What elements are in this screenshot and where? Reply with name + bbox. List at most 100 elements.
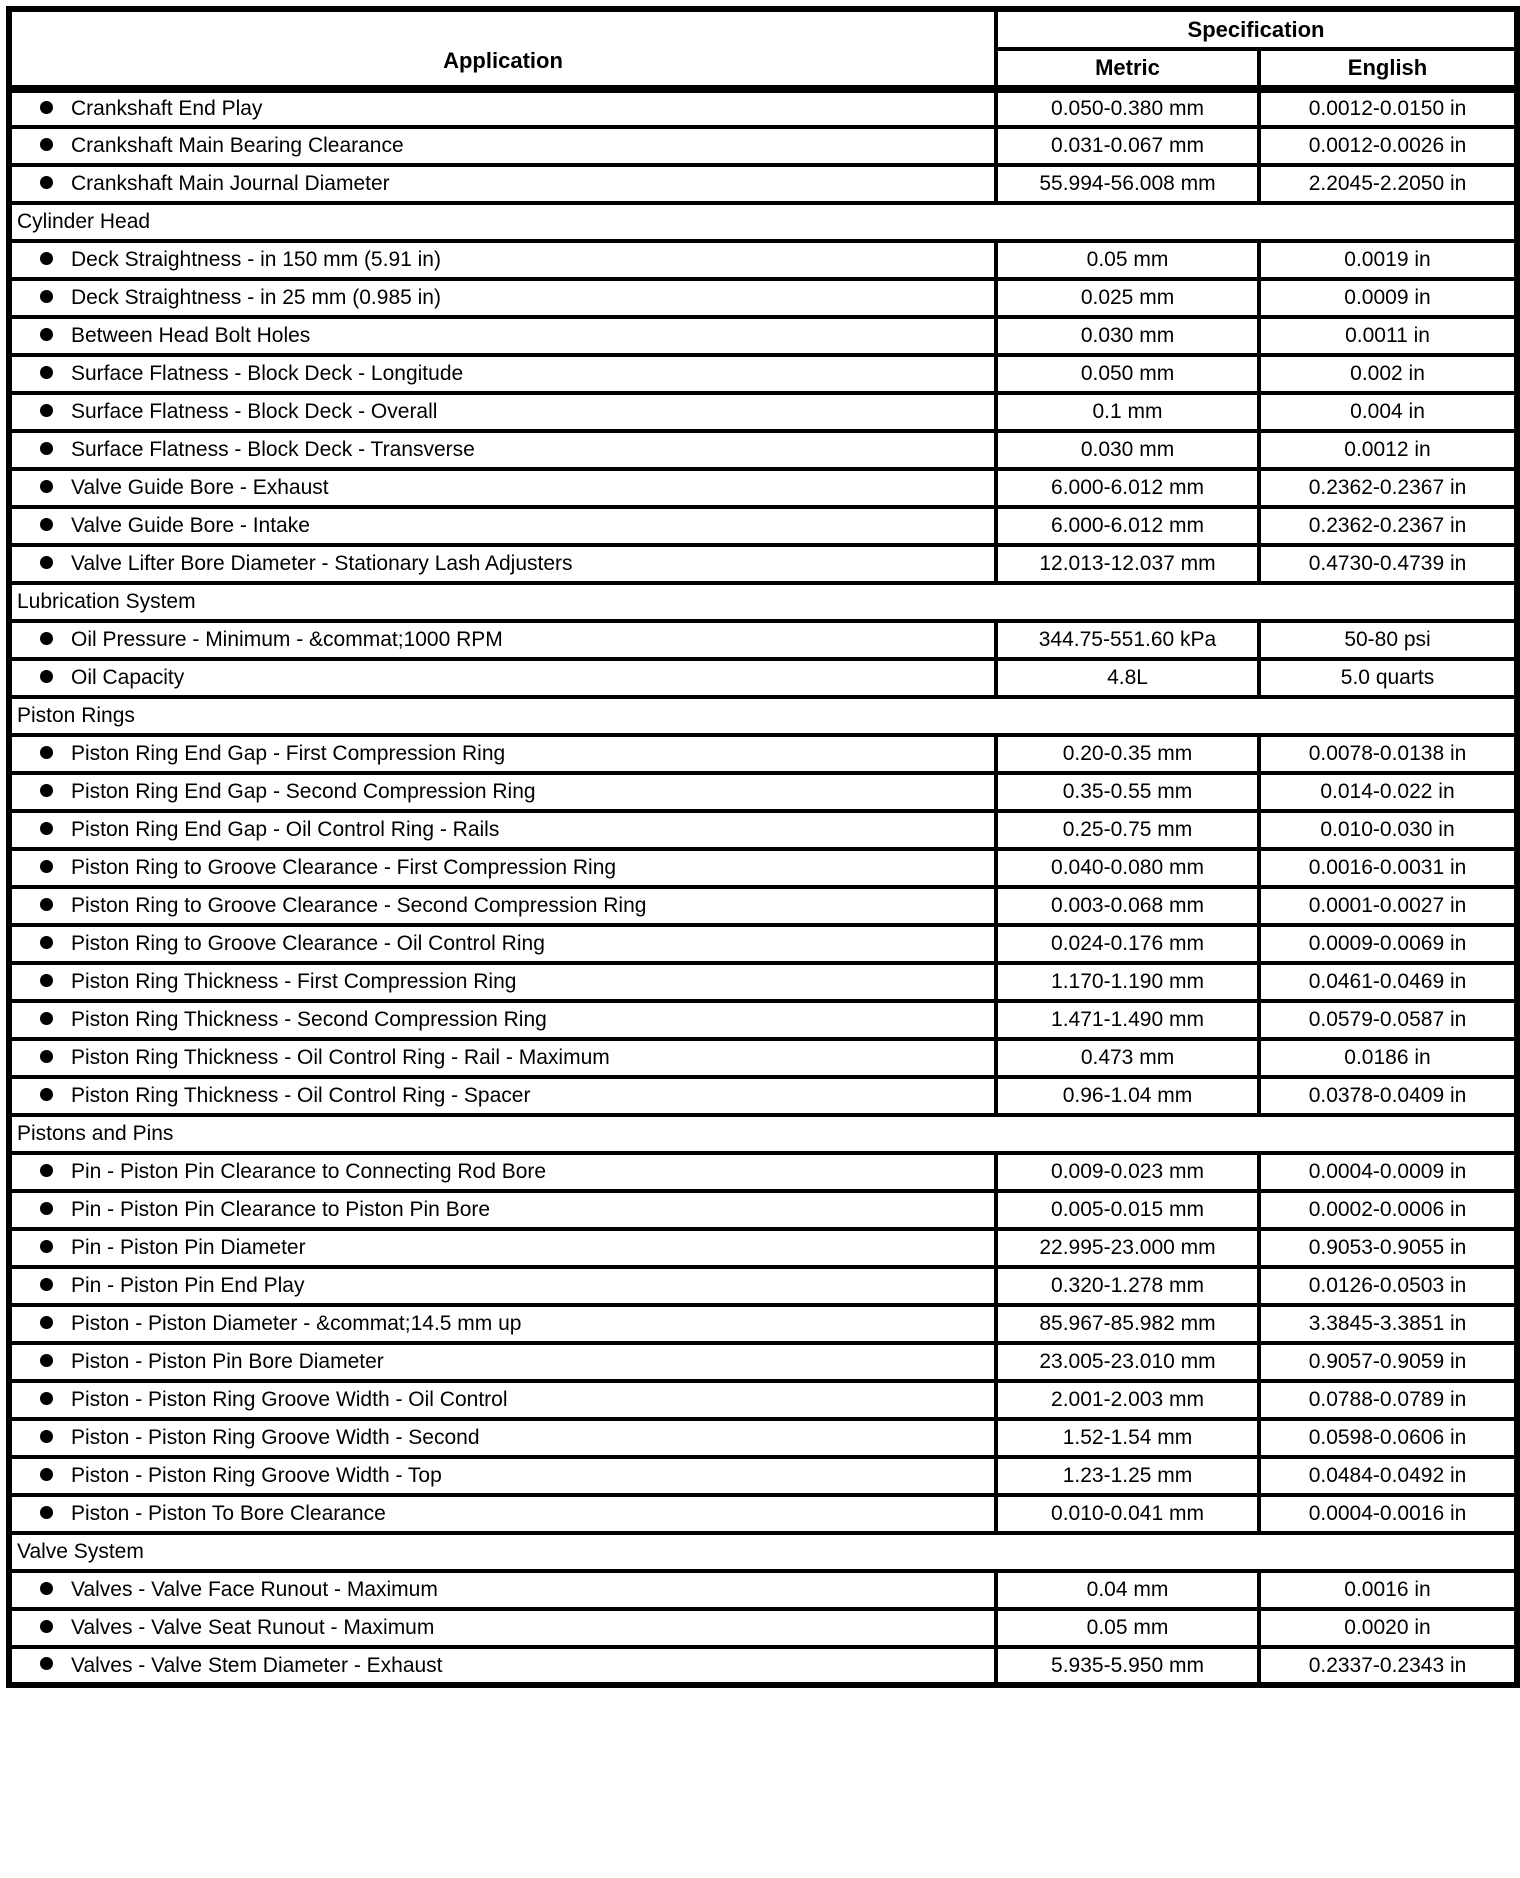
bullet-icon (40, 1315, 53, 1329)
metric-value: 0.1 mm (994, 391, 1261, 433)
application-label: Piston Ring Thickness - Oil Control Ring… (71, 1046, 610, 1069)
application-cell: Piston Ring Thickness - Second Compressi… (7, 999, 998, 1041)
application-label: Crankshaft End Play (71, 97, 263, 120)
english-value: 0.0004-0.0016 in (1256, 1493, 1520, 1535)
english-value: 0.0461-0.0469 in (1256, 961, 1520, 1003)
metric-value: 4.8L (994, 657, 1261, 699)
bullet-icon (40, 555, 53, 569)
english-value: 0.0126-0.0503 in (1256, 1265, 1520, 1307)
application-label: Surface Flatness - Block Deck - Overall (71, 400, 438, 423)
metric-column-header: Metric (994, 47, 1261, 93)
metric-value: 0.003-0.068 mm (994, 885, 1261, 927)
english-value: 0.004 in (1256, 391, 1520, 433)
application-cell: Piston Ring End Gap - First Compression … (7, 733, 998, 775)
bullet-icon (40, 973, 53, 987)
application-label: Between Head Bolt Holes (71, 324, 311, 347)
application-cell: Piston Ring to Groove Clearance - Oil Co… (7, 923, 998, 965)
metric-value: 0.20-0.35 mm (994, 733, 1261, 775)
application-label: Surface Flatness - Block Deck - Longitud… (71, 362, 464, 385)
application-label: Piston Ring to Groove Clearance - Second… (71, 894, 647, 917)
table-row: Piston - Piston Ring Groove Width - Top 1… (7, 1455, 1520, 1497)
application-cell: Piston - Piston Ring Groove Width - Top (7, 1455, 998, 1497)
application-cell: Piston - Piston Ring Groove Width - Oil … (7, 1379, 998, 1421)
english-value: 0.2362-0.2367 in (1256, 467, 1520, 509)
application-label: Piston - Piston Ring Groove Width - Seco… (71, 1426, 480, 1449)
english-value: 0.0186 in (1256, 1037, 1520, 1079)
english-value: 0.0012-0.0150 in (1256, 87, 1520, 129)
english-value: 0.002 in (1256, 353, 1520, 395)
application-cell: Pin - Piston Pin End Play (7, 1265, 998, 1307)
table-row: Crankshaft End Play 0.050-0.380 mm 0.0012-… (7, 87, 1520, 129)
table-row: Valve Lifter Bore Diameter - Stationary … (7, 543, 1520, 585)
english-value: 0.0011 in (1256, 315, 1520, 357)
table-row: Pin - Piston Pin Diameter 22.995-23.000 m… (7, 1227, 1520, 1269)
bullet-icon (40, 1619, 53, 1633)
metric-value: 0.030 mm (994, 429, 1261, 471)
english-value: 0.2362-0.2367 in (1256, 505, 1520, 547)
bullet-icon (40, 479, 53, 493)
table-row: Piston Ring End Gap - First Compression … (7, 733, 1520, 775)
english-value: 0.0002-0.0006 in (1256, 1189, 1520, 1231)
application-column-header: Application (7, 7, 998, 93)
bullet-icon (40, 1201, 53, 1215)
metric-value: 0.050-0.380 mm (994, 87, 1261, 129)
application-label: Surface Flatness - Block Deck - Transver… (71, 438, 475, 461)
table-row: Valve Guide Bore - Intake 6.000-6.012 mm 0… (7, 505, 1520, 547)
application-label: Valve Guide Bore - Exhaust (71, 476, 329, 499)
spec-table-body: Crankshaft End Play 0.050-0.380 mm 0.0012-… (6, 87, 1520, 1687)
english-value: 2.2045-2.2050 in (1256, 163, 1520, 205)
application-label: Piston - Piston Diameter - &commat;14.5 … (71, 1312, 522, 1335)
bullet-icon (40, 745, 53, 759)
application-label: Piston - Piston Ring Groove Width - Oil … (71, 1388, 508, 1411)
application-cell: Surface Flatness - Block Deck - Longitud… (7, 353, 998, 395)
application-label: Valves - Valve Stem Diameter - Exhaust (71, 1653, 443, 1677)
metric-value: 0.025 mm (994, 277, 1261, 319)
bullet-icon (40, 403, 53, 417)
metric-value: 0.473 mm (994, 1037, 1261, 1079)
bullet-icon (40, 1429, 53, 1443)
english-value: 0.0004-0.0009 in (1256, 1151, 1520, 1193)
application-cell: Pin - Piston Pin Clearance to Piston Pin… (7, 1189, 998, 1231)
application-label: Valve Lifter Bore Diameter - Stationary … (71, 552, 573, 575)
section-row: Piston Rings (6, 695, 1520, 737)
application-cell: Piston Ring to Groove Clearance - Second… (7, 885, 998, 927)
english-value: 0.0019 in (1256, 239, 1520, 281)
english-column-header: English (1256, 47, 1520, 93)
application-cell: Oil Capacity (7, 657, 998, 699)
application-cell: Pin - Piston Pin Diameter (7, 1227, 998, 1269)
application-label: Piston Ring End Gap - First Compression … (71, 742, 506, 765)
table-row: Pin - Piston Pin Clearance to Connecting… (7, 1151, 1520, 1193)
application-label: Valves - Valve Seat Runout - Maximum (71, 1616, 435, 1639)
application-label: Piston Ring to Groove Clearance - First … (71, 856, 617, 879)
application-label: Piston - Piston Pin Bore Diameter (71, 1350, 384, 1373)
application-cell: Valves - Valve Face Runout - Maximum (7, 1569, 998, 1611)
bullet-icon (40, 821, 53, 835)
metric-value: 0.050 mm (994, 353, 1261, 395)
section-label: Cylinder Head (6, 201, 1520, 243)
bullet-icon (40, 897, 53, 911)
metric-value: 1.23-1.25 mm (994, 1455, 1261, 1497)
bullet-icon (40, 935, 53, 949)
metric-value: 0.009-0.023 mm (994, 1151, 1261, 1193)
bullet-icon (40, 1391, 53, 1405)
metric-value: 0.024-0.176 mm (994, 923, 1261, 965)
english-value: 0.0579-0.0587 in (1256, 999, 1520, 1041)
section-row: Cylinder Head (6, 201, 1520, 243)
specification-column-header: Specification (993, 7, 1520, 51)
bullet-icon (40, 517, 53, 531)
table-row: Surface Flatness - Block Deck - Longitud… (7, 353, 1520, 395)
metric-value: 0.005-0.015 mm (994, 1189, 1261, 1231)
metric-value: 2.001-2.003 mm (994, 1379, 1261, 1421)
table-row: Piston Ring Thickness - First Compressio… (7, 961, 1520, 1003)
application-label: Piston - Piston Ring Groove Width - Top (71, 1464, 442, 1487)
english-value: 0.0020 in (1256, 1607, 1520, 1649)
metric-value: 5.935-5.950 mm (994, 1645, 1261, 1687)
english-value: 50-80 psi (1256, 619, 1520, 661)
application-cell: Piston Ring Thickness - First Compressio… (7, 961, 998, 1003)
application-cell: Oil Pressure - Minimum - &commat;1000 RP… (7, 619, 998, 661)
table-row: Deck Straightness - in 25 mm (0.985 in) 0… (7, 277, 1520, 319)
application-label: Pin - Piston Pin Diameter (71, 1236, 306, 1259)
metric-value: 0.05 mm (994, 1607, 1261, 1649)
application-cell: Valve Lifter Bore Diameter - Stationary … (7, 543, 998, 585)
english-value: 0.010-0.030 in (1256, 809, 1520, 851)
